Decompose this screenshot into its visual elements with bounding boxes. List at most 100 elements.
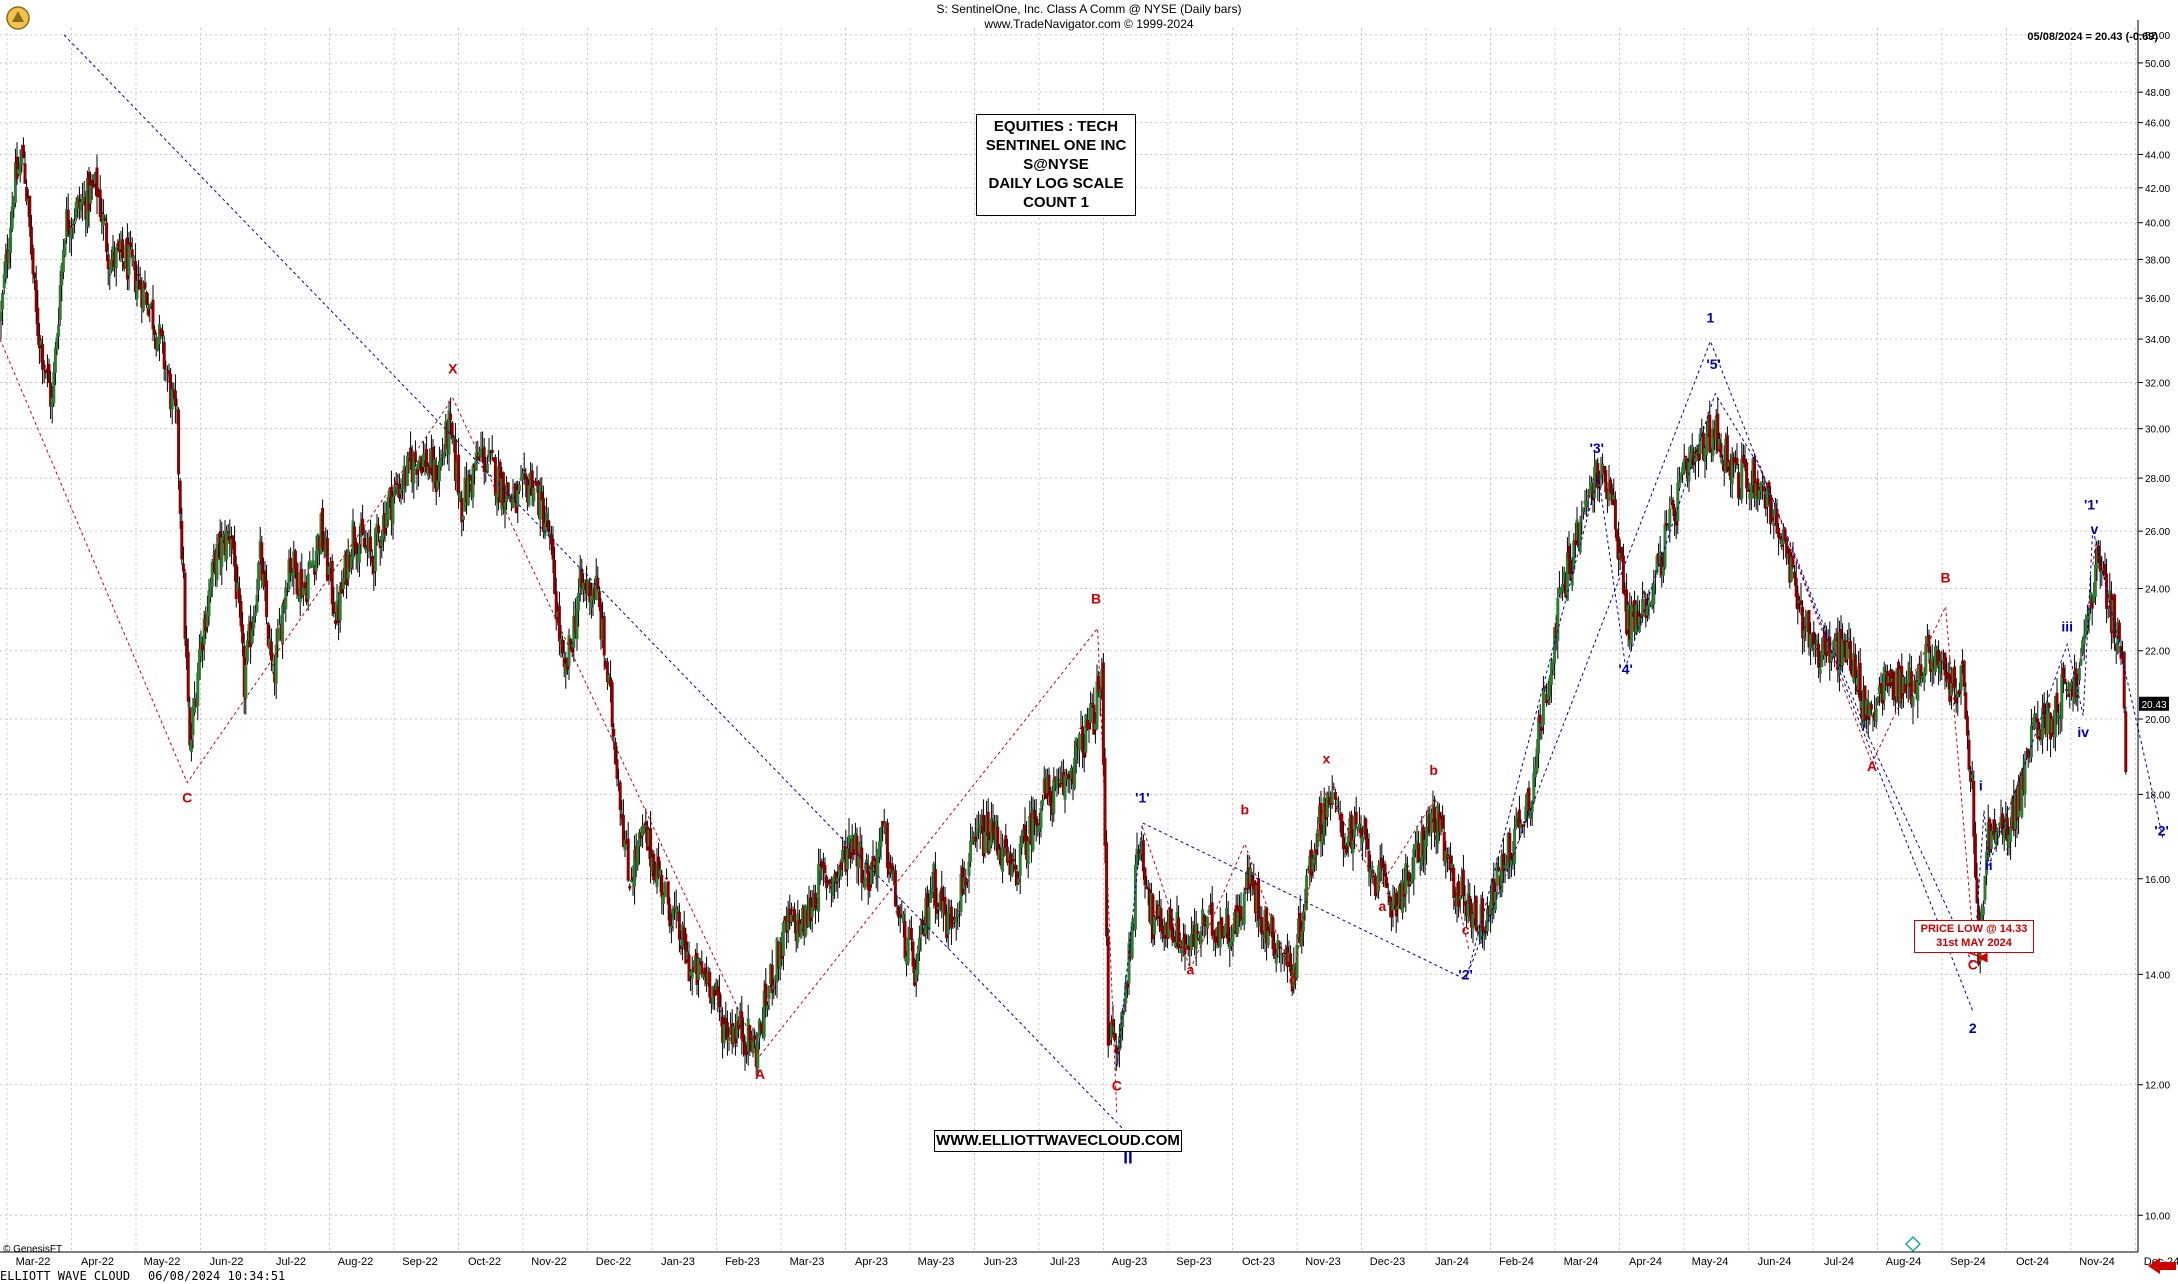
candle-body bbox=[709, 997, 713, 1004]
candle-body bbox=[1738, 492, 1742, 495]
candle-body bbox=[28, 195, 32, 227]
candle-body bbox=[1650, 600, 1654, 608]
candle-body bbox=[722, 1024, 726, 1044]
candle-body bbox=[1818, 668, 1822, 674]
candle-body bbox=[258, 540, 262, 559]
candle-body bbox=[1476, 925, 1480, 927]
candle-body bbox=[1039, 808, 1043, 829]
y-tick-label: 44.00 bbox=[2145, 150, 2170, 161]
candle-body bbox=[1437, 812, 1441, 833]
candle-body bbox=[839, 861, 843, 870]
candle-body bbox=[1605, 490, 1609, 500]
candle-body bbox=[127, 244, 131, 276]
candle-body bbox=[365, 544, 369, 550]
candle-body bbox=[511, 494, 515, 508]
candle-body bbox=[159, 328, 163, 335]
candle-body bbox=[1988, 818, 1992, 852]
candle-body bbox=[1108, 1040, 1112, 1043]
candle-body bbox=[1130, 922, 1134, 959]
candle-body bbox=[2045, 702, 2049, 735]
candle-body bbox=[684, 934, 688, 964]
candle-body bbox=[661, 894, 665, 904]
wave-label: B bbox=[1941, 570, 1951, 586]
candle-body bbox=[52, 371, 56, 404]
x-tick-label: Dec-22 bbox=[596, 1256, 631, 1268]
y-tick-label: 12.00 bbox=[2145, 1081, 2170, 1092]
candle-body bbox=[2053, 696, 2057, 738]
candle-body bbox=[975, 831, 979, 837]
candle-body bbox=[1785, 538, 1789, 559]
candle-body bbox=[452, 436, 456, 444]
candle-body bbox=[1713, 429, 1717, 439]
candle-body bbox=[1015, 871, 1019, 885]
candle-body bbox=[1633, 599, 1637, 632]
candle-body bbox=[1156, 904, 1160, 919]
candle-body bbox=[711, 986, 715, 1005]
candle-body bbox=[778, 942, 782, 970]
candle-body bbox=[1103, 758, 1107, 846]
candle-body bbox=[335, 600, 339, 620]
candle-body bbox=[442, 452, 446, 459]
candle-body bbox=[1305, 875, 1309, 911]
candle-body bbox=[25, 186, 29, 202]
candle-body bbox=[15, 156, 19, 180]
candle-body bbox=[1549, 662, 1553, 685]
candle-body bbox=[1306, 869, 1310, 871]
candle-body bbox=[701, 973, 705, 978]
candle-body bbox=[1842, 640, 1846, 644]
candle-body bbox=[1820, 654, 1824, 668]
candle-body bbox=[1213, 929, 1217, 943]
candle-body bbox=[589, 595, 593, 608]
candle-body bbox=[938, 892, 942, 910]
candle-body bbox=[269, 641, 273, 661]
candle-body bbox=[69, 227, 73, 239]
wave-label: '2' bbox=[2154, 822, 2168, 838]
candle-body bbox=[314, 550, 318, 572]
wave-label: iii bbox=[2061, 618, 2073, 634]
candle-body bbox=[229, 538, 233, 550]
candle-body bbox=[674, 906, 678, 914]
candle-body bbox=[986, 811, 990, 854]
candle-body bbox=[1666, 527, 1670, 529]
price-low-box: PRICE LOW @ 14.33 31st MAY 2024 bbox=[1914, 920, 2034, 953]
candle-body bbox=[1660, 555, 1664, 575]
candle-body bbox=[68, 225, 72, 235]
candle-body bbox=[641, 825, 645, 837]
candle-body bbox=[879, 827, 883, 847]
candle-body bbox=[2065, 689, 2069, 691]
candle-body bbox=[1065, 775, 1069, 780]
candle-body bbox=[1642, 591, 1646, 594]
candle-body bbox=[524, 473, 528, 480]
candle-body bbox=[1394, 892, 1398, 917]
candle-body bbox=[801, 907, 805, 930]
candle-body bbox=[202, 618, 206, 645]
candle-body bbox=[1663, 523, 1667, 568]
candle-body bbox=[1780, 544, 1784, 547]
candle-body bbox=[2009, 826, 2013, 842]
candle-body bbox=[1575, 519, 1579, 540]
candle-body bbox=[157, 324, 161, 345]
candle-body bbox=[551, 538, 555, 560]
candle-body bbox=[1874, 708, 1878, 723]
candle-body bbox=[108, 273, 112, 276]
candle-body bbox=[357, 543, 361, 563]
candle-body bbox=[1999, 816, 2003, 828]
candle-body bbox=[834, 871, 838, 884]
x-tick-label: Jan-23 bbox=[661, 1256, 695, 1268]
candle-body bbox=[1593, 466, 1597, 499]
wave-label: a bbox=[1379, 898, 1387, 914]
candle-body bbox=[1335, 806, 1339, 808]
candle-body bbox=[1308, 855, 1312, 871]
candle-body bbox=[535, 483, 539, 487]
candle-body bbox=[1356, 829, 1360, 831]
candle-body bbox=[2068, 682, 2072, 692]
candle-body bbox=[673, 908, 677, 911]
x-tick-label: Aug-23 bbox=[1112, 1256, 1147, 1268]
candle-body bbox=[842, 846, 846, 848]
candle-body bbox=[145, 292, 149, 305]
y-tick-label: 38.00 bbox=[2145, 255, 2170, 266]
candle-body bbox=[730, 1023, 734, 1045]
candle-body bbox=[1861, 689, 1865, 726]
candle-body bbox=[773, 976, 777, 980]
candle-body bbox=[617, 784, 621, 786]
